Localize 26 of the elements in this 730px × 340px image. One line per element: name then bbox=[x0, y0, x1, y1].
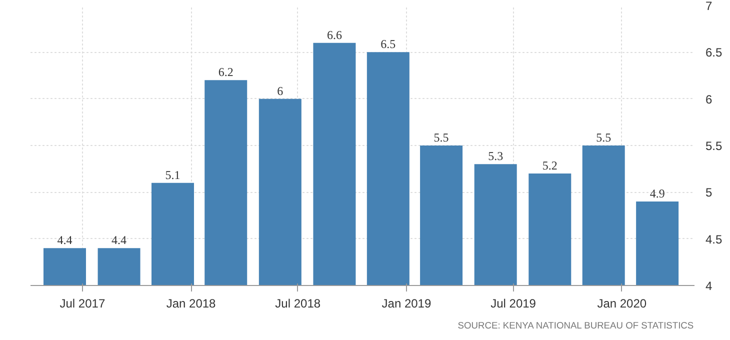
x-tick-label: Jan 2020 bbox=[597, 296, 647, 310]
y-tick-label: 6 bbox=[706, 92, 712, 106]
source-note: SOURCE: KENYA NATIONAL BUREAU OF STATISTICS bbox=[458, 320, 694, 330]
data-label: 4.4 bbox=[57, 233, 72, 248]
x-tick-label: Jan 2019 bbox=[382, 296, 432, 310]
data-label: 4.9 bbox=[650, 186, 665, 200]
data-label: 6.2 bbox=[218, 65, 234, 80]
x-tick-label: Jan 2018 bbox=[166, 296, 216, 310]
y-tick-label: 4 bbox=[706, 279, 712, 293]
y-tick-label: 5.5 bbox=[706, 139, 723, 153]
y-tick-label: 4.5 bbox=[706, 232, 723, 246]
data-label: 6.5 bbox=[380, 37, 396, 52]
y-tick-label: 5 bbox=[706, 186, 712, 200]
data-label: 5.1 bbox=[165, 168, 180, 182]
data-label: 5.5 bbox=[596, 130, 612, 144]
data-label: 5.5 bbox=[434, 130, 449, 144]
data-label: 6.6 bbox=[326, 28, 342, 42]
y-tick-label: 7 bbox=[706, 0, 712, 13]
x-tick-label: Jul 2017 bbox=[60, 296, 106, 310]
data-label: 6 bbox=[277, 84, 284, 98]
y-tick-label: 6.5 bbox=[706, 46, 723, 60]
data-label: 4.4 bbox=[112, 233, 127, 248]
x-tick-label: Jul 2019 bbox=[490, 296, 536, 310]
data-label: 5.2 bbox=[542, 158, 558, 172]
x-tick-label: Jul 2018 bbox=[275, 296, 321, 310]
data-label: 5.3 bbox=[488, 149, 504, 164]
